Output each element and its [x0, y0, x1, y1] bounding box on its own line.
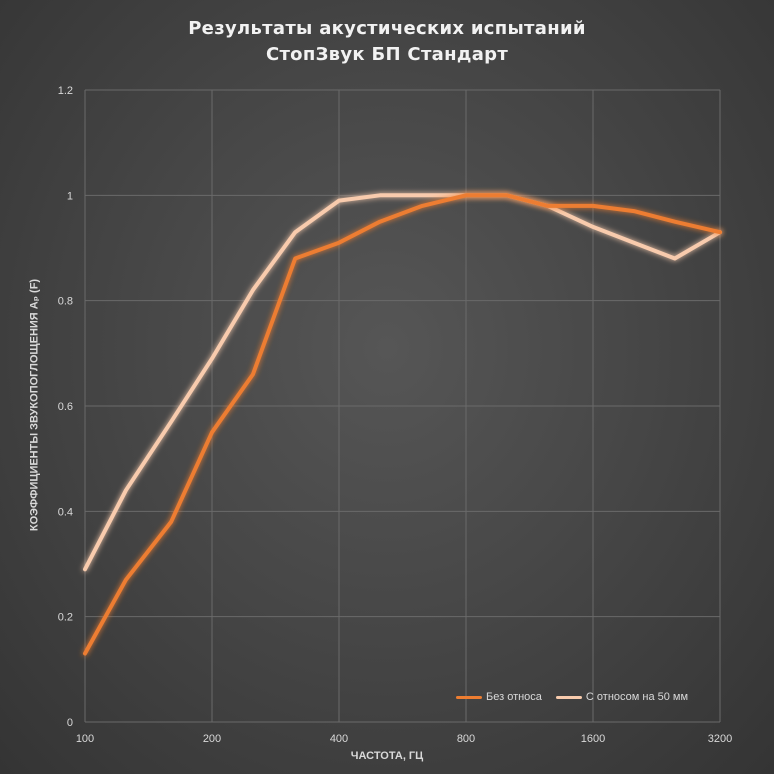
- x-tick-label: 800: [457, 733, 475, 745]
- y-tick-label: 0.2: [58, 612, 73, 624]
- y-tick-label: 0: [67, 717, 73, 729]
- y-axis-label: КОЭФФИЦИЕНТЫ ЗВУКОПОГЛОЩЕНИЯ Aₚ (F): [28, 278, 41, 532]
- y-tick-label: 1.2: [58, 85, 73, 97]
- legend-item-series-1: Без относа: [456, 691, 542, 703]
- x-tick-label: 1600: [581, 733, 605, 745]
- legend: Без относа С относом на 50 мм: [456, 691, 702, 703]
- series-line-1: [83, 193, 722, 656]
- legend-swatch-series-2: [555, 695, 582, 699]
- legend-label-series-2: С относом на 50 мм: [585, 691, 689, 703]
- legend-item-series-2: С относом на 50 мм: [555, 691, 689, 703]
- x-tick-label: 200: [203, 733, 221, 745]
- y-tick-label: 0.4: [58, 506, 73, 518]
- x-axis-label: ЧАСТОТА, ГЦ: [350, 750, 424, 762]
- x-tick-label: 400: [330, 733, 348, 745]
- chart-title-line-2: СтопЗвук БП Стандарт: [265, 44, 509, 65]
- y-tick-label: 1: [67, 190, 73, 202]
- x-tick-label: 3200: [708, 733, 732, 745]
- legend-swatch-series-1: [456, 695, 482, 699]
- y-tick-label: 0.6: [58, 401, 73, 413]
- y-tick-label: 0.8: [58, 296, 73, 308]
- x-tick-label: 100: [76, 733, 94, 745]
- series-line-2: [83, 193, 722, 572]
- legend-label-series-1: Без относа: [486, 691, 542, 703]
- chart-title-line-1: Результаты акустических испытаний: [188, 18, 586, 39]
- chart-title: Результаты акустических испытаний СтопЗв…: [0, 16, 774, 68]
